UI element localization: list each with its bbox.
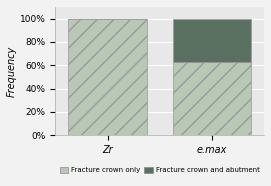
Bar (173, 19, 251, 62)
Y-axis label: Frequency: Frequency (7, 45, 17, 97)
Bar (173, 62, 251, 135)
Bar (68, 19, 147, 135)
Legend: Fracture crown only, Fracture crown and abutment: Fracture crown only, Fracture crown and … (57, 164, 262, 176)
